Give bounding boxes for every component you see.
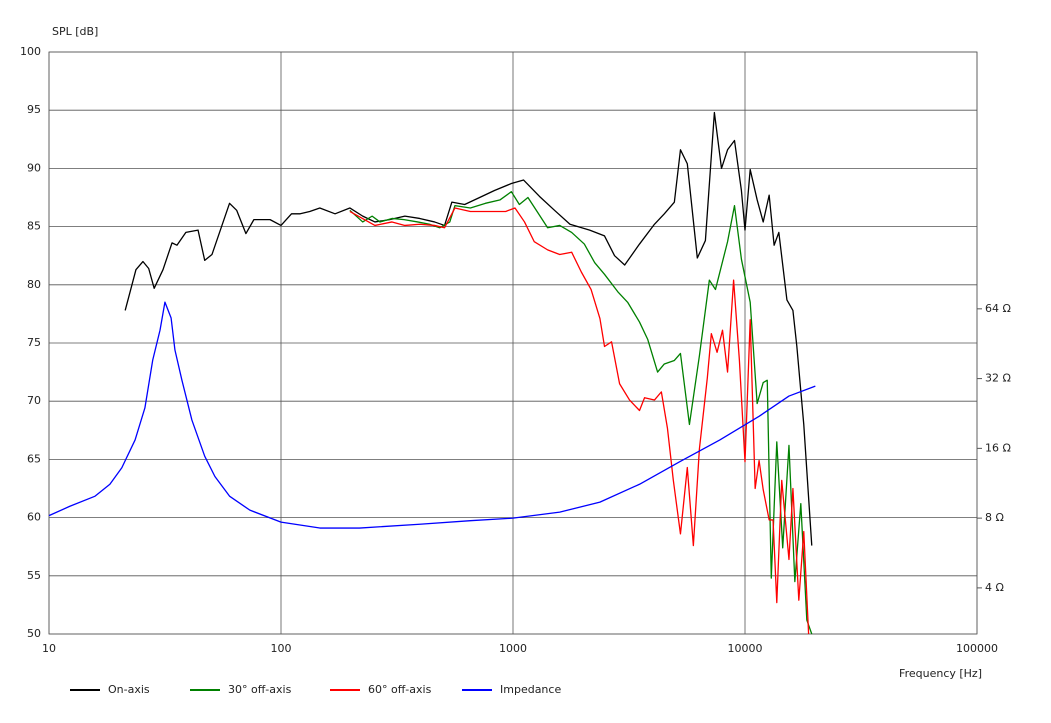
y-tick-label: 95 [27,103,41,116]
y-tick-label: 75 [27,336,41,349]
legend-label: 60° off-axis [368,683,432,696]
legend-label: On-axis [108,683,150,696]
y-tick-label: 70 [27,394,41,407]
y2-tick-label: 4 Ω [985,581,1004,594]
y-tick-label: 85 [27,220,41,233]
series-line [48,301,816,529]
y-tick-label: 55 [27,569,41,582]
x-tick-label: 10 [42,642,56,655]
x-axis-label: Frequency [Hz] [899,667,982,680]
legend-label: 30° off-axis [228,683,292,696]
y2-tick-label: 64 Ω [985,302,1011,315]
y2-tick-label: 8 Ω [985,511,1004,524]
x-tick-label: 10000 [728,642,763,655]
y-axis-label: SPL [dB] [52,25,98,38]
y-tick-label: 60 [27,511,41,524]
y-tick-label: 80 [27,278,41,291]
y2-tick-label: 32 Ω [985,372,1011,385]
y2-tick-label: 16 Ω [985,441,1011,454]
x-tick-label: 100 [271,642,292,655]
series-line [349,207,810,635]
y-tick-label: 65 [27,452,41,465]
y-tick-label: 90 [27,161,41,174]
legend-label: Impedance [500,683,561,696]
y-tick-label: 100 [20,45,41,58]
x-tick-label: 1000 [499,642,527,655]
series-line [349,191,813,635]
x-tick-label: 100000 [956,642,998,655]
y-tick-label: 50 [27,627,41,640]
series-line [124,111,813,546]
